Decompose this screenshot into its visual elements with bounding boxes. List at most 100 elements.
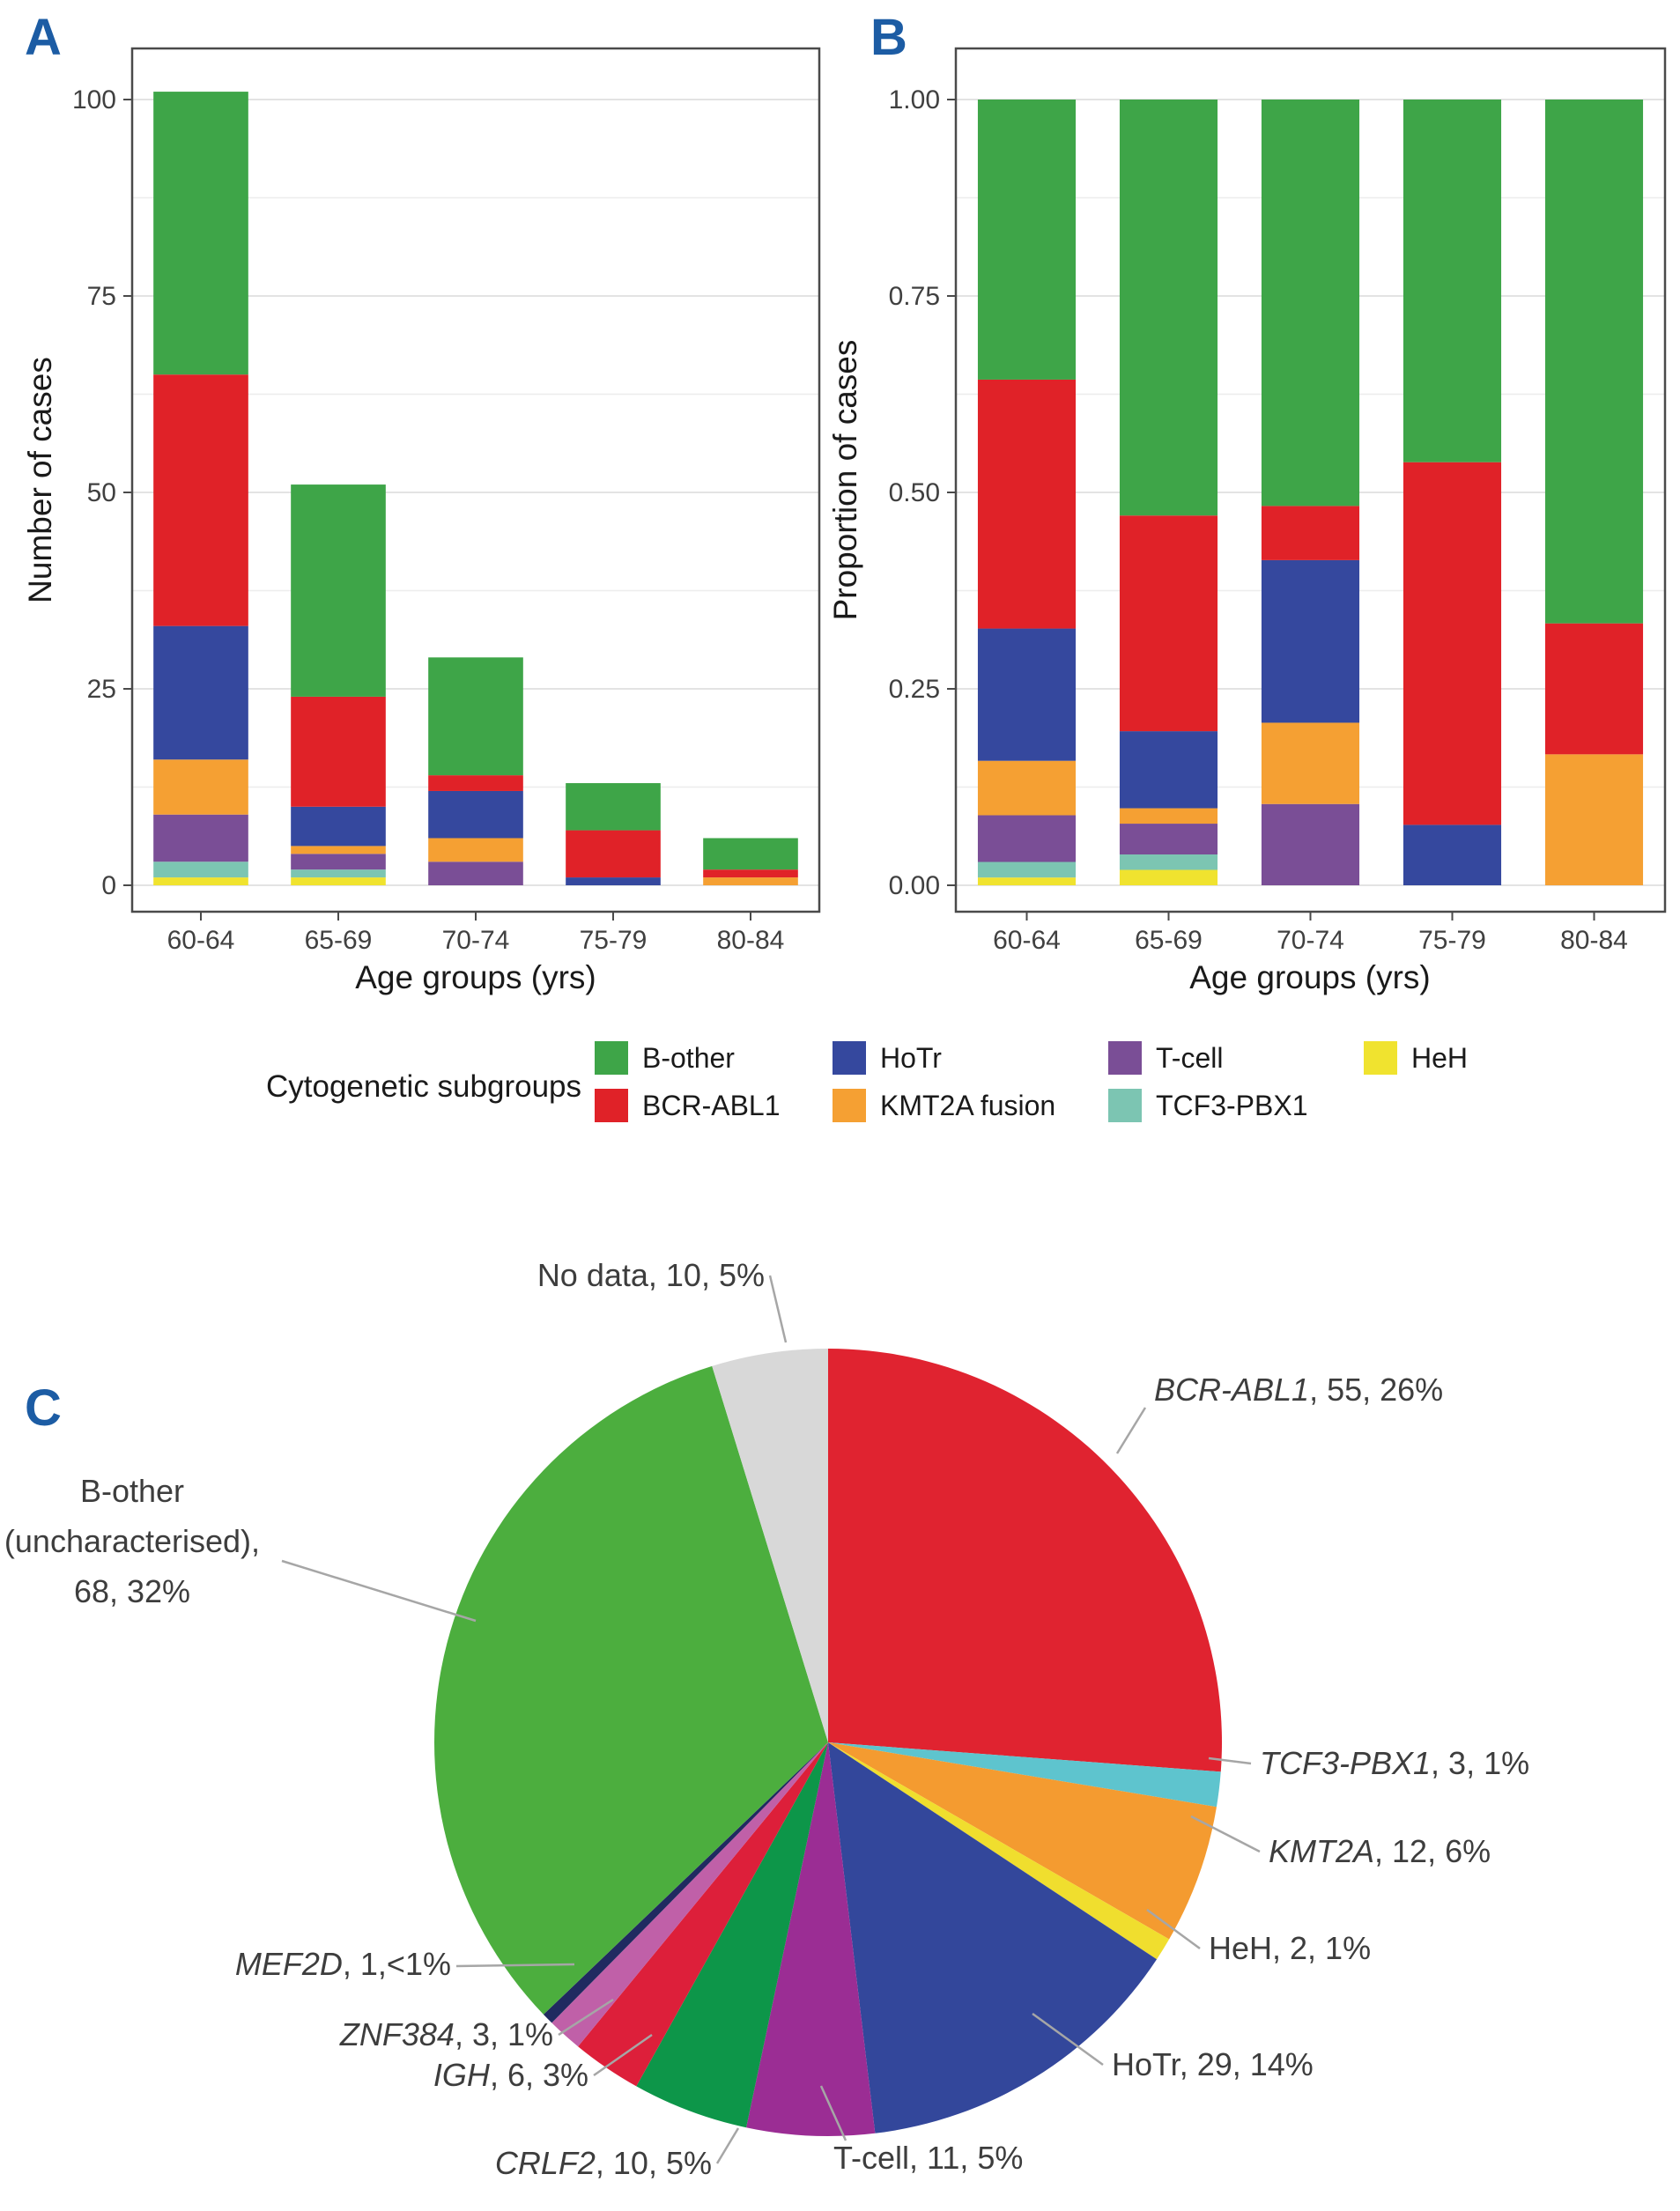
pie-slice-b-other-uncharacterised- (434, 1365, 828, 2015)
bar-segment-bcr-abl1 (1119, 515, 1218, 732)
bar-segment-b-other (291, 484, 386, 697)
bar-segment-b-other (566, 783, 661, 831)
bar-segment-t-cell (153, 814, 248, 862)
bar-segment-b-other (1119, 100, 1218, 516)
legend-swatch-hotr (833, 1041, 866, 1075)
plot-border (130, 47, 821, 913)
y-tick-label: 1.00 (889, 85, 940, 115)
bar-segment-hotr (291, 806, 386, 847)
pie-label-b-other-uncharacterised-: (uncharacterised), (4, 1523, 260, 1559)
bar-segment-kmt2a-fusion (153, 759, 248, 815)
y-tick-label: 100 (72, 85, 116, 115)
bar-segment-t-cell (1261, 803, 1360, 885)
bar-segment-kmt2a-fusion (428, 838, 523, 862)
bar-segment-bcr-abl1 (1261, 506, 1360, 560)
pie-slice-igh (578, 1742, 828, 2087)
x-tick-label: 80-84 (717, 926, 785, 955)
pie-slice-hotr (828, 1742, 1158, 2133)
panel-label-b: B (870, 9, 907, 66)
bar-segment-heh (153, 877, 248, 885)
pie-slice-t-cell (746, 1742, 876, 2136)
x-tick-label: 60-64 (993, 926, 1061, 955)
bar-segment-bcr-abl1 (977, 379, 1077, 629)
bar-segment-bcr-abl1 (1544, 623, 1644, 755)
pie-label-b-other-uncharacterised-: B-other (80, 1473, 184, 1509)
pie-label-mef2d: MEF2D, 1,<1% (235, 1946, 451, 1982)
pie-label-b-other-uncharacterised-: 68, 32% (74, 1573, 190, 1609)
pie-leader-bcr-abl1 (1115, 1407, 1147, 1454)
bar-segment-hotr (1402, 825, 1502, 885)
legend-title: Cytogenetic subgroups (266, 1069, 581, 1104)
bar-segment-bcr-abl1 (428, 775, 523, 791)
bar-segment-kmt2a-fusion (1544, 754, 1644, 885)
pie-slice-tcf3-pbx1 (828, 1742, 1221, 1808)
bar-segment-tcf3-pbx1 (291, 869, 386, 878)
pie-leader-heh (1146, 1908, 1201, 1950)
legend-swatch-t-cell (1108, 1041, 1142, 1075)
legend-label-bcr-abl1: BCR-ABL1 (642, 1090, 781, 1121)
x-tick-label: 65-69 (1135, 926, 1203, 955)
bar-chart-proportion-of-cases: 60-64 65-69 70-74 75-79 80-84 0.00 0.25 0.50 0.7… (889, 47, 1667, 955)
bar-segment-tcf3-pbx1 (977, 861, 1077, 878)
y-tick-label: 0.50 (889, 478, 940, 507)
bar-segment-heh (1119, 869, 1218, 885)
pie-leader-igh (593, 2033, 653, 2077)
legend-label-kmt2a-fusion: KMT2A fusion (880, 1090, 1055, 1121)
bar-segment-bcr-abl1 (1402, 462, 1502, 825)
bar-segment-kmt2a-fusion (1119, 808, 1218, 825)
bar-segment-b-other (1544, 100, 1644, 624)
legend-swatch-b-other (595, 1041, 628, 1075)
panel-label-a: A (25, 9, 62, 66)
pie-chart-cytogenetic-subgroups: BCR-ABL1, 55, 26% TCF3-PBX1, 3, 1% KMT2A, … (4, 1257, 1529, 2181)
pie-label-tcf3-pbx1: TCF3-PBX1, 3, 1% (1260, 1745, 1529, 1781)
pie-label-znf384: ZNF384, 3, 1% (339, 2016, 553, 2052)
pie-label-heh: HeH, 2, 1% (1209, 1930, 1371, 1966)
bar-segment-t-cell (428, 861, 523, 885)
pie-label-t-cell: T-cell, 11, 5% (833, 2140, 1023, 2176)
bar-chart-number-of-cases: 60-64 65-69 70-74 75-79 80-84 0 25 50 75 100 (72, 47, 821, 955)
y-axis-title-b: Proportion of cases (827, 340, 863, 621)
pie-leader-tcf3-pbx1 (1208, 1756, 1252, 1765)
bar-segment-kmt2a-fusion (1261, 722, 1360, 804)
plot-border (954, 47, 1667, 913)
bar-segment-heh (977, 877, 1077, 885)
legend-label-hotr: HoTr (880, 1042, 942, 1074)
legend-swatch-heh (1364, 1041, 1397, 1075)
pie-slice-heh (828, 1742, 1170, 1960)
pie-slice-mef2d (543, 1742, 828, 2023)
pie-label-crlf2: CRLF2, 10, 5% (495, 2145, 712, 2181)
bar-segment-t-cell (291, 854, 386, 870)
legend-label-heh: HeH (1411, 1042, 1468, 1074)
bar-segment-hotr (566, 877, 661, 885)
x-tick-label: 75-79 (580, 926, 648, 955)
legend-label-b-other: B-other (642, 1042, 735, 1074)
bar-segment-tcf3-pbx1 (153, 861, 248, 878)
pie-leader-hotr (1032, 2012, 1104, 2067)
pie-label-hotr: HoTr, 29, 14% (1112, 2046, 1314, 2082)
bar-segment-hotr (1261, 559, 1360, 723)
legend-swatch-tcf3-pbx1 (1108, 1089, 1142, 1122)
pie-leader-no-data (768, 1275, 788, 1343)
legend-swatch-bcr-abl1 (595, 1089, 628, 1122)
y-tick-label: 0.00 (889, 871, 940, 900)
bar-segment-hotr (153, 625, 248, 760)
bar-segment-b-other (977, 100, 1077, 380)
bar-segment-t-cell (1119, 824, 1218, 855)
bar-segment-heh (291, 877, 386, 885)
x-axis-title-b: Age groups (yrs) (1189, 959, 1431, 995)
y-axis-title-a: Number of cases (22, 357, 58, 603)
bar-segment-hotr (1119, 731, 1218, 809)
y-tick-label: 0 (101, 871, 116, 900)
x-tick-label: 75-79 (1418, 926, 1486, 955)
pie-leader-b-other-uncharacterised- (281, 1559, 477, 1623)
pie-leader-mef2d (455, 1963, 575, 1968)
x-tick-label: 60-64 (167, 926, 235, 955)
bar-segment-t-cell (977, 815, 1077, 862)
pie-leader-znf384 (558, 1998, 614, 2037)
bar-segment-b-other (1402, 100, 1502, 462)
cytogenetic-subgroups-legend: B-other BCR-ABL1 HoTr KMT2A fusion T-cell TCF… (595, 1041, 1468, 1122)
pie-label-bcr-abl1: BCR-ABL1, 55, 26% (1154, 1372, 1443, 1408)
bar-segment-b-other (703, 838, 798, 870)
y-tick-label: 0.25 (889, 675, 940, 704)
